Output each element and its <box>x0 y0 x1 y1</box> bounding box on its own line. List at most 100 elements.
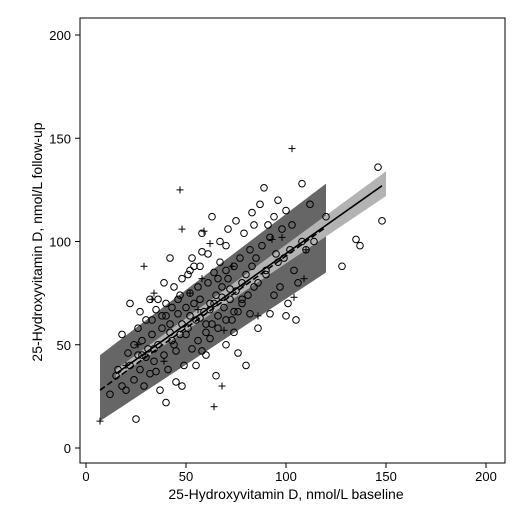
circle-point <box>152 305 160 314</box>
circle-point <box>216 237 224 246</box>
circle-point <box>188 345 196 353</box>
circle-point <box>196 262 204 271</box>
circle-point <box>292 316 300 324</box>
circle-point <box>224 274 232 283</box>
circle-point <box>222 241 230 250</box>
circle-point <box>252 254 260 262</box>
circle-point <box>282 312 290 320</box>
circle-point <box>258 241 266 250</box>
fit-line-dashed <box>99 226 327 391</box>
plus-point <box>194 306 202 314</box>
circle-point <box>270 291 278 299</box>
circle-point <box>184 270 192 279</box>
y-tick-label: 0 <box>64 441 71 456</box>
plus-point <box>140 262 148 270</box>
x-tick-label: 150 <box>375 469 397 484</box>
circle-point <box>274 196 282 204</box>
circle-point <box>142 316 150 324</box>
plus-point <box>96 417 104 425</box>
circle-point <box>298 179 306 188</box>
circle-point <box>210 268 218 277</box>
plus-point <box>150 289 158 297</box>
circle-point <box>164 365 172 374</box>
y-tick-label: 150 <box>49 131 71 146</box>
circle-point <box>230 307 238 316</box>
circle-point <box>106 390 114 399</box>
fit-lines <box>99 185 383 391</box>
plus-point <box>288 145 296 153</box>
circle-point <box>166 254 174 262</box>
circle-point <box>202 328 210 337</box>
circle-point <box>198 229 206 238</box>
circle-point <box>190 262 198 271</box>
circle-point <box>148 330 156 339</box>
circle-point <box>222 316 230 324</box>
x-tick-label: 100 <box>275 469 297 484</box>
circle-point <box>122 386 130 394</box>
circle-point <box>222 340 230 349</box>
y-tick-label: 100 <box>49 235 71 250</box>
circle-point <box>290 266 298 275</box>
circle-point <box>148 316 156 324</box>
circle-point <box>232 217 240 225</box>
circle-point <box>178 382 186 390</box>
circle-point <box>246 309 254 318</box>
circle-point <box>158 324 166 333</box>
circle-point <box>192 361 200 370</box>
circle-point <box>130 376 138 384</box>
circle-point <box>260 184 268 192</box>
circle-point <box>134 324 142 333</box>
circle-point <box>220 303 228 312</box>
circle-point <box>194 283 202 291</box>
plus-point <box>206 240 214 248</box>
circle-point <box>154 340 162 349</box>
circle-point <box>230 328 238 337</box>
circle-point <box>374 163 382 171</box>
circle-point <box>256 200 264 209</box>
plus-point <box>186 289 194 297</box>
circle-point <box>118 382 126 390</box>
circle-point <box>186 266 194 275</box>
circle-point <box>284 299 292 308</box>
circle-point <box>266 309 274 318</box>
circle-point <box>180 361 188 370</box>
plus-point <box>302 246 310 254</box>
circle-point <box>176 291 184 299</box>
circle-point <box>214 312 222 320</box>
circle-point <box>288 221 296 229</box>
y-axis: 0 50 100 150 200 <box>49 28 80 456</box>
circle-point <box>238 299 246 308</box>
circle-point <box>246 245 254 254</box>
circle-point <box>172 378 180 386</box>
x-axis: 0 50 100 150 200 <box>82 463 497 484</box>
circle-point <box>178 274 186 283</box>
circle-point <box>278 225 286 233</box>
circle-point <box>208 212 216 221</box>
y-tick-label: 50 <box>57 338 71 353</box>
y-axis-label: 25-Hydroxyvitamin D, nmol/L follow-up <box>29 122 45 361</box>
circle-point <box>194 336 202 345</box>
circle-point <box>202 351 210 359</box>
circle-point <box>322 212 330 221</box>
circle-point <box>266 233 274 242</box>
plus-point <box>176 186 184 194</box>
circle-point <box>190 299 198 308</box>
circle-point <box>262 270 270 279</box>
circle-point <box>168 303 176 312</box>
plus-point <box>300 275 308 283</box>
circle-point <box>174 309 182 318</box>
plus-point <box>220 326 228 334</box>
circle-point <box>242 270 250 279</box>
circle-point <box>294 279 302 287</box>
plus-point <box>290 293 298 301</box>
plus-point <box>268 235 276 243</box>
circle-point <box>272 250 280 258</box>
circle-point <box>162 398 170 407</box>
plus-point <box>200 227 208 235</box>
fit-line-solid <box>115 185 383 375</box>
circle-point <box>222 266 230 275</box>
plus-point <box>278 233 286 241</box>
plus-point <box>178 225 186 233</box>
circle-point <box>234 307 242 316</box>
circle-point <box>198 347 206 355</box>
